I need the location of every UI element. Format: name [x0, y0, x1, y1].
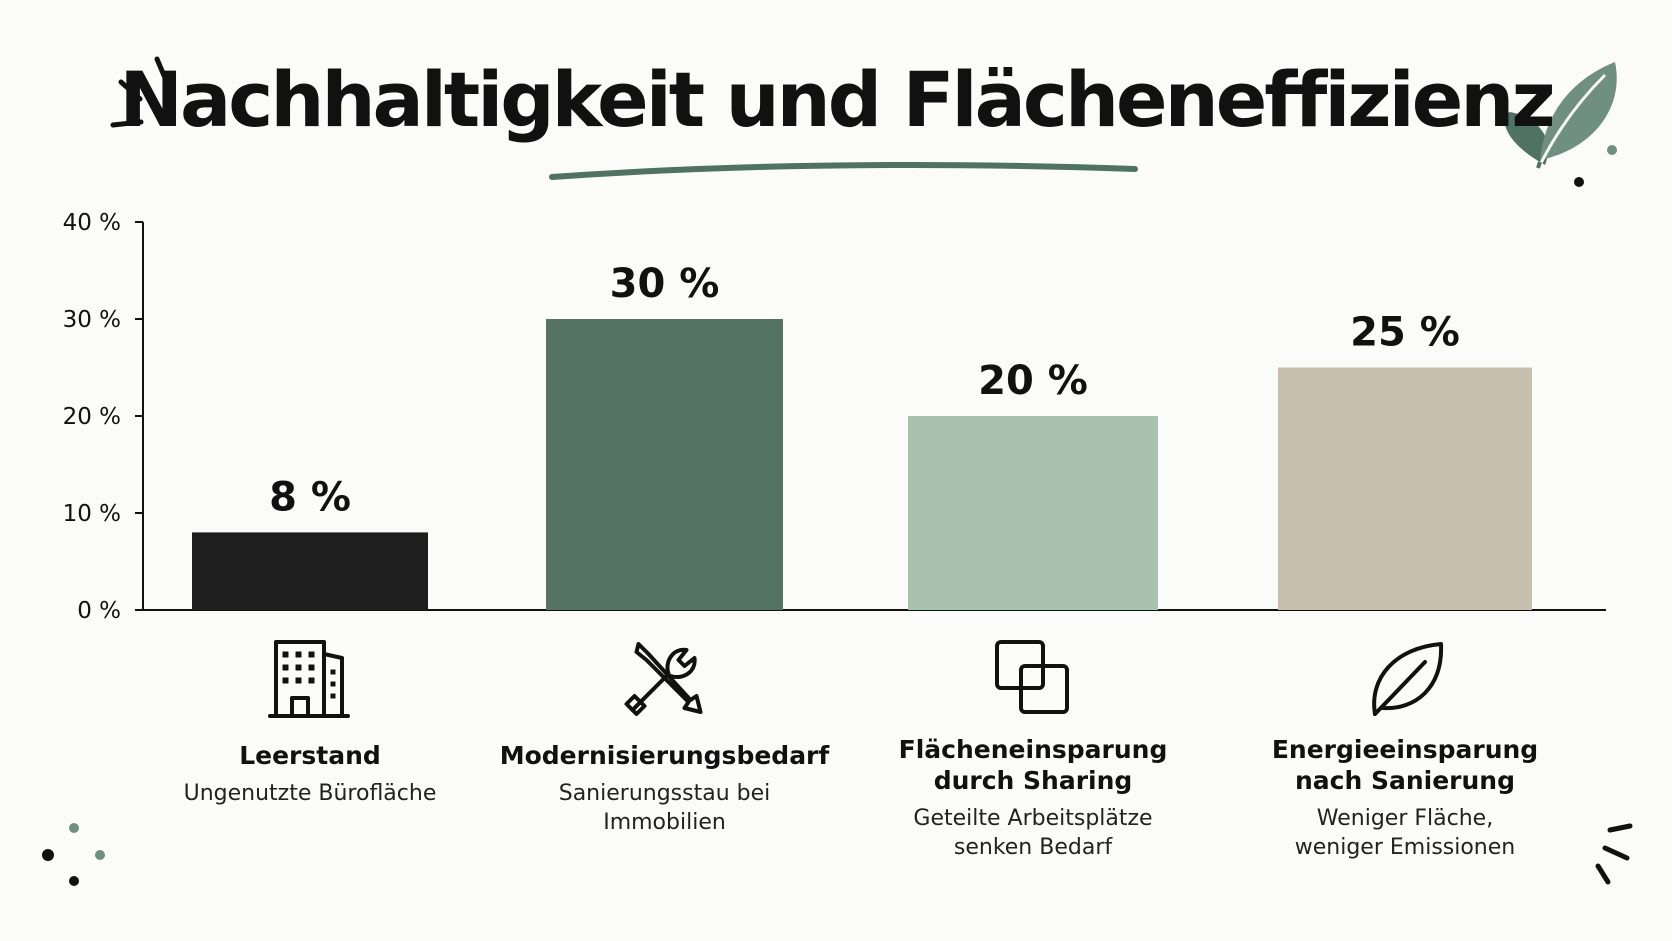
category-name-line: Flächeneinsparung [898, 735, 1168, 764]
category-label-group: Leerstand Ungenutzte Bürofläche [130, 740, 490, 808]
page-title: Nachhaltigkeit und Flächeneffizienz [119, 55, 1555, 144]
category-description-line: weniger Emissionen [1294, 835, 1516, 860]
category-description-line: senken Bedarf [953, 835, 1113, 860]
category-description: Geteilte Arbeitsplätze senken Bedarf [853, 804, 1213, 862]
leaf-icon [1372, 642, 1444, 716]
y-tick-label: 30 % [63, 307, 121, 333]
category-label-group: Energieeinsparung nach Sanierung Weniger F… [1225, 734, 1585, 862]
bar-value-label: 25 % [1350, 310, 1460, 356]
bar [1278, 367, 1532, 610]
title-underline [549, 161, 1138, 180]
category-name-line: Leerstand [239, 741, 381, 770]
category-description-line: Weniger Fläche, [1316, 806, 1494, 831]
category-name-line: durch Sharing [933, 766, 1133, 795]
y-tick-label: 10 % [63, 501, 121, 527]
category-description: Ungenutzte Bürofläche [130, 779, 490, 808]
category-description-line: Immobilien [603, 810, 726, 835]
bar [192, 532, 428, 610]
category-description: Sanierungsstau bei Immobilien [485, 779, 845, 837]
category-description-line: Geteilte Arbeitsplätze [913, 806, 1153, 831]
category-name: Flächeneinsparung durch Sharing [853, 734, 1213, 796]
y-tick-label: 40 % [63, 210, 121, 236]
tools-icon [624, 642, 703, 716]
bar-value-label: 8 % [269, 474, 351, 520]
burst-lines-top-left [110, 56, 171, 128]
bar [908, 416, 1158, 610]
y-tick-label: 20 % [63, 404, 121, 430]
y-tick-label: 0 % [77, 598, 121, 624]
category-name: Energieeinsparung nach Sanierung [1225, 734, 1585, 796]
category-description-line: Sanierungsstau bei [558, 781, 771, 806]
category-description: Weniger Fläche, weniger Emissionen [1225, 804, 1585, 862]
category-name: Leerstand [130, 740, 490, 771]
bar-value-label: 20 % [978, 358, 1088, 404]
category-description-line: Ungenutzte Bürofläche [183, 781, 437, 806]
category-name-line: Modernisierungsbedarf [499, 741, 830, 770]
category-label-group: Modernisierungsbedarf Sanierungsstau bei I… [485, 740, 845, 837]
overlapping-squares-icon [995, 640, 1069, 714]
category-label-group: Flächeneinsparung durch Sharing Geteilte A… [853, 734, 1213, 862]
bar-value-label: 30 % [610, 261, 720, 307]
dots-bottom-left [42, 823, 105, 886]
burst-lines-bottom-right [1595, 823, 1633, 885]
category-name-line: nach Sanierung [1294, 766, 1515, 795]
category-name-line: Energieeinsparung [1271, 735, 1539, 764]
category-name: Modernisierungsbedarf [485, 740, 845, 771]
leaf-decoration-icon [1504, 62, 1617, 187]
office-building-icon [268, 640, 350, 718]
bar [546, 319, 783, 610]
